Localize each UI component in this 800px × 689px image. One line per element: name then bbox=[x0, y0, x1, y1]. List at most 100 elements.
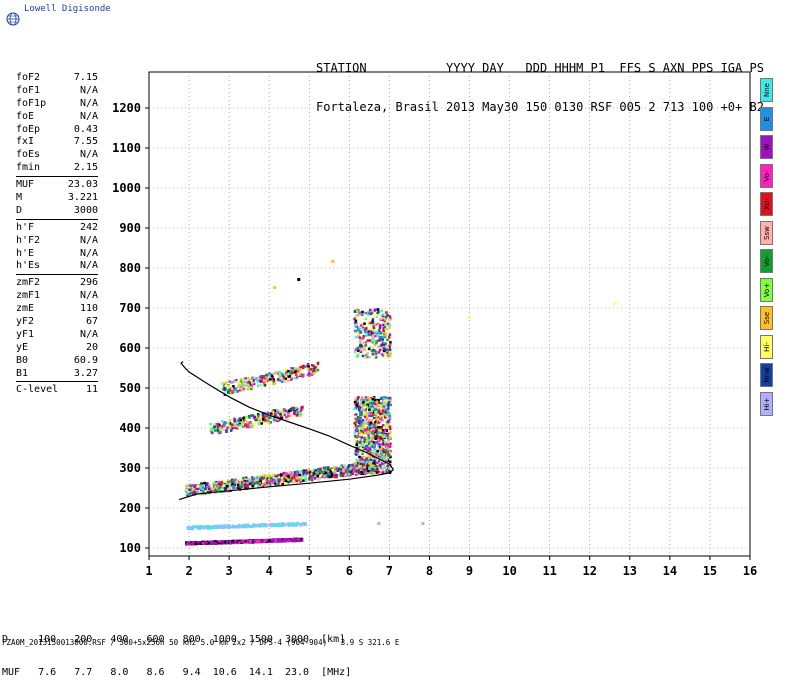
echo-point bbox=[365, 330, 369, 333]
echo-point bbox=[225, 429, 228, 432]
echo-point bbox=[273, 479, 276, 482]
echo-point bbox=[264, 474, 267, 477]
echo-point bbox=[283, 408, 286, 411]
echo-point bbox=[210, 488, 214, 492]
echo-point bbox=[300, 407, 304, 411]
echo-point bbox=[261, 414, 264, 417]
echo-point bbox=[369, 458, 372, 461]
echo-point bbox=[210, 541, 214, 544]
echo-point bbox=[203, 487, 207, 491]
echo-point bbox=[312, 364, 315, 368]
echo-point bbox=[272, 473, 276, 477]
echo-point bbox=[239, 418, 243, 422]
param-label: foEp bbox=[16, 123, 41, 135]
echo-point bbox=[216, 542, 220, 545]
echo-point bbox=[270, 539, 273, 542]
param-value: 3.221 bbox=[67, 192, 98, 204]
file-info-footer: FZA0M_2013150013000.RSF / 300+5x256h 50 … bbox=[2, 638, 400, 647]
echo-point bbox=[385, 317, 389, 321]
echo-point bbox=[234, 426, 237, 429]
echo-point bbox=[386, 434, 389, 437]
echo-point bbox=[295, 470, 299, 473]
echo-point bbox=[218, 486, 221, 489]
echo-point bbox=[370, 408, 373, 412]
echo-point bbox=[343, 466, 347, 469]
echo-point bbox=[356, 354, 360, 358]
echo-point bbox=[192, 543, 195, 546]
echo-point bbox=[378, 324, 382, 327]
echo-point bbox=[275, 524, 278, 527]
echo-point bbox=[310, 472, 313, 475]
param-value: N/A bbox=[79, 290, 98, 302]
echo-point bbox=[210, 487, 213, 490]
echo-point bbox=[242, 388, 245, 391]
echo-point bbox=[363, 421, 366, 425]
echo-point bbox=[268, 372, 271, 375]
echo-point bbox=[383, 461, 387, 465]
echo-point bbox=[389, 460, 392, 463]
echo-point bbox=[357, 425, 360, 428]
echo-point bbox=[272, 378, 275, 381]
echo-point bbox=[292, 372, 295, 376]
echo-point bbox=[379, 454, 382, 457]
echo-point bbox=[369, 312, 372, 315]
x-tick-label: 12 bbox=[583, 564, 597, 578]
echo-point bbox=[293, 409, 296, 413]
echo-point bbox=[386, 459, 390, 462]
echo-point bbox=[276, 411, 280, 414]
echo-point bbox=[272, 416, 275, 419]
echo-point bbox=[364, 317, 368, 321]
echo-point bbox=[372, 349, 376, 352]
echo-point bbox=[269, 378, 272, 381]
echo-point bbox=[216, 422, 219, 426]
echo-point bbox=[372, 469, 376, 472]
echo-point bbox=[312, 473, 315, 477]
echo-point bbox=[366, 450, 370, 453]
echo-point bbox=[357, 408, 361, 412]
echo-point bbox=[387, 432, 390, 436]
echo-point bbox=[371, 319, 374, 323]
echo-point bbox=[324, 471, 328, 474]
echo-point bbox=[234, 390, 237, 394]
echo-point bbox=[264, 411, 268, 415]
y-tick-label: 900 bbox=[119, 221, 141, 235]
echo-point bbox=[302, 476, 305, 480]
echo-point bbox=[368, 399, 372, 403]
echo-point bbox=[356, 452, 360, 455]
echo-point bbox=[283, 380, 286, 383]
echo-point bbox=[356, 428, 359, 431]
echo-point bbox=[260, 377, 264, 380]
echo-point bbox=[363, 446, 366, 449]
echo-point bbox=[368, 411, 371, 415]
echo-point bbox=[384, 334, 388, 337]
echo-point bbox=[218, 429, 222, 433]
echo-point bbox=[305, 472, 308, 475]
echo-point bbox=[387, 411, 390, 414]
echo-point bbox=[225, 541, 228, 545]
echo-point bbox=[381, 439, 385, 442]
echo-point bbox=[282, 374, 285, 378]
echo-point bbox=[240, 420, 243, 423]
echo-point bbox=[377, 444, 381, 447]
echo-point bbox=[386, 454, 389, 457]
header-line-1: STATION YYYY DAY DDD HHHM P1 FFS S AXN P… bbox=[316, 61, 764, 75]
echo-point bbox=[278, 410, 282, 414]
echo-point bbox=[373, 340, 376, 343]
param-value: 110 bbox=[79, 303, 98, 315]
echo-point bbox=[367, 430, 370, 433]
echo-point bbox=[224, 384, 227, 388]
echo-point bbox=[237, 420, 240, 423]
echo-point bbox=[362, 401, 365, 404]
echo-point bbox=[383, 335, 387, 339]
echo-point bbox=[372, 429, 376, 433]
echo-point bbox=[271, 540, 275, 543]
echo-point bbox=[354, 467, 357, 470]
echo-point bbox=[252, 379, 255, 382]
echo-point bbox=[356, 309, 359, 313]
echo-point bbox=[283, 479, 286, 482]
echo-point bbox=[385, 396, 389, 400]
echo-point bbox=[208, 526, 212, 529]
param-row-fof1p: foF1p N/A bbox=[16, 98, 98, 111]
echo-point bbox=[357, 349, 360, 352]
echo-point bbox=[367, 433, 370, 437]
